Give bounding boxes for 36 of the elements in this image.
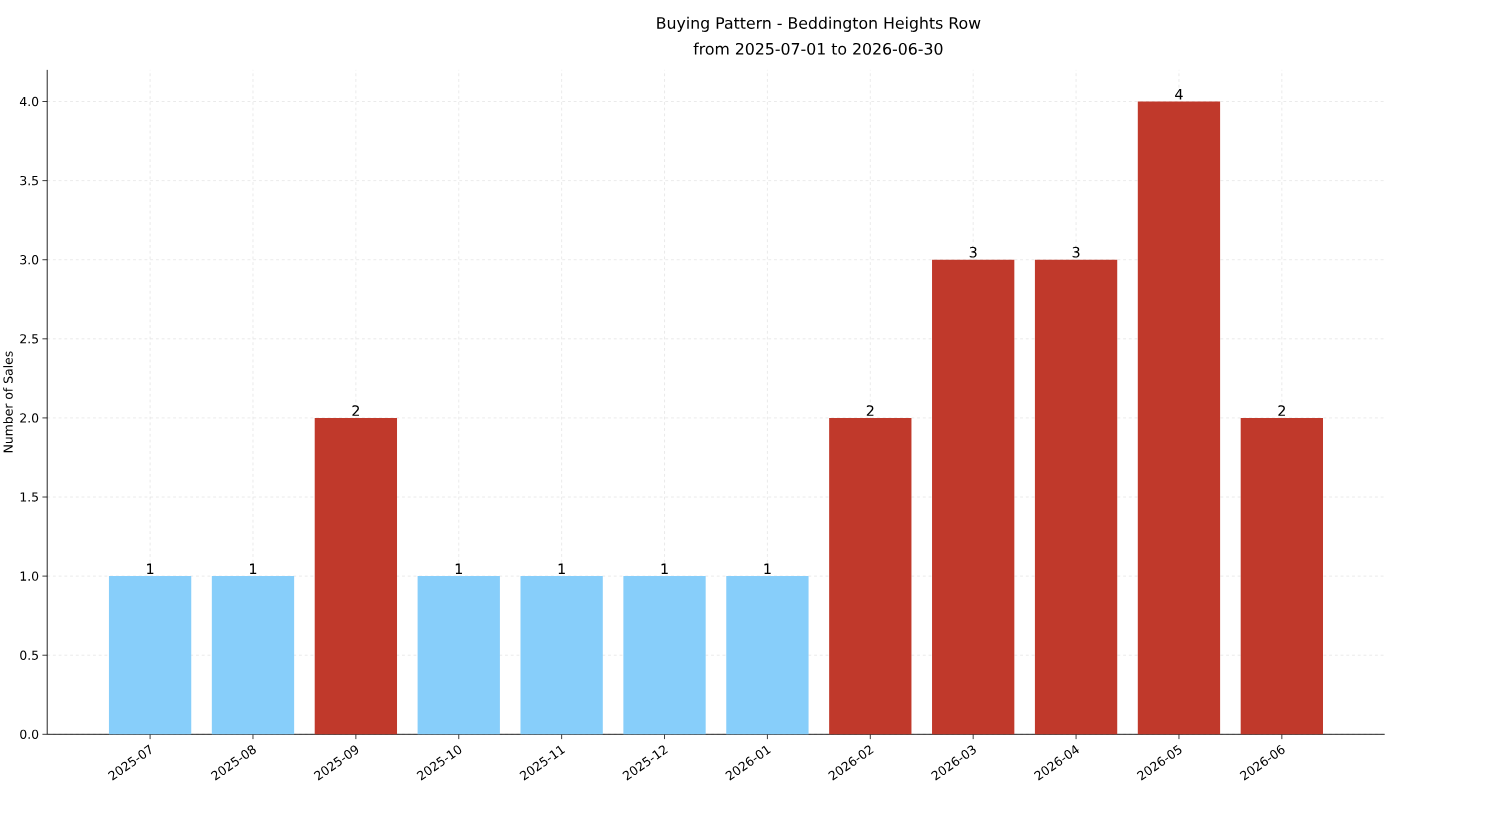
y-tick-label: 2.5 (20, 334, 38, 344)
data-label: 4 (1175, 88, 1183, 100)
y-tick-label: 0.0 (20, 729, 39, 739)
data-label: 1 (764, 563, 771, 574)
y-tick-label: 0.5 (20, 650, 38, 660)
bar (1137, 101, 1221, 735)
data-label: 1 (147, 563, 154, 574)
bar (520, 576, 603, 735)
data-label: 2 (1278, 405, 1285, 416)
bar (1240, 417, 1323, 735)
data-label: 1 (661, 563, 668, 574)
y-tick-label: 3.5 (20, 175, 38, 186)
chart-title: Buying Pattern - Beddington Heights Row (657, 16, 981, 32)
bar (1034, 259, 1118, 735)
y-tick-label: 1.0 (20, 571, 39, 581)
bar (417, 576, 500, 735)
bar (314, 417, 398, 735)
data-label: 2 (866, 405, 874, 416)
data-label: 3 (969, 246, 977, 258)
data-label: 1 (250, 563, 257, 574)
y-tick-label: 1.5 (20, 492, 38, 502)
y-tick-label: 2.0 (20, 413, 39, 423)
data-label: 3 (1072, 246, 1080, 258)
chart-subtitle: from 2025-07-01 to 2026-06-30 (693, 42, 943, 55)
y-tick-label: 3.0 (20, 254, 39, 265)
bar (829, 417, 912, 735)
bar (211, 576, 295, 735)
data-label: 2 (352, 405, 359, 416)
bar (726, 576, 809, 735)
data-label: 1 (558, 563, 565, 574)
y-tick-label: 4.0 (19, 96, 39, 107)
y-axis-title: Number of Sales (3, 351, 13, 453)
bar (623, 576, 706, 735)
bar (932, 259, 1015, 735)
bar (108, 576, 192, 735)
data-label: 1 (455, 563, 462, 574)
